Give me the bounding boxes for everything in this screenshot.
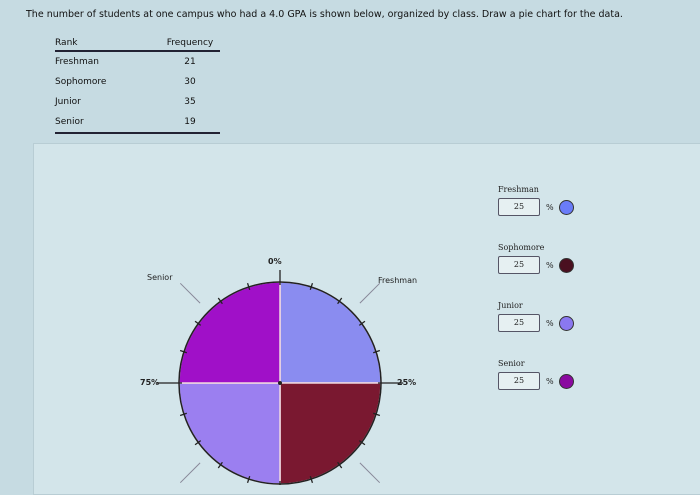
rank-cell: Senior [55,112,160,134]
color-picker-handle[interactable] [558,315,574,331]
pie-chart[interactable] [0,0,700,485]
legend-name: Senior [498,359,525,368]
legend-name: Sophomore [498,243,545,252]
percent-unit: % [546,318,554,328]
leader-line [359,282,381,304]
frequency-cell: 21 [184,57,196,67]
tick-mark [337,461,343,469]
tick-mark [179,412,187,417]
slice-label-senior: Senior [147,273,173,282]
frequency-table: Rank Frequency Freshman 21 Sophomore 30 Jun… [55,36,220,134]
tick-mark [194,440,202,446]
percent-unit: % [546,376,554,386]
percent-input[interactable]: 25 [498,372,540,390]
header-frequency: Frequency [160,36,220,52]
tick-mark [337,297,343,305]
table-row: Senior 19 [55,112,220,134]
tick-mark [217,297,223,305]
tick-mark [194,320,202,326]
percent-unit: % [546,260,554,270]
slice-label-freshman: Freshman [378,276,418,285]
table-row: Junior 35 [55,92,220,112]
tick-mark [358,440,366,446]
table-row: Sophomore 30 [55,72,220,92]
legend-item-freshman: Freshman 25% [498,185,574,216]
tick-mark [309,282,314,290]
label-0-percent: 0% [268,257,282,266]
center-handle[interactable] [278,381,282,385]
label-75-percent: 75% [140,378,160,387]
question-text: The number of students at one campus who… [26,9,623,20]
tick-mark [373,412,381,417]
legend-item-sophomore: Sophomore 25% [498,243,574,274]
tick-mark [309,476,314,484]
rank-cell: Freshman [55,57,99,67]
tick-mark [358,320,366,326]
legend-name: Freshman [498,185,539,194]
percent-input[interactable]: 25 [498,198,540,216]
tick-mark [373,349,381,354]
leader-line [359,462,381,484]
leader-line [179,282,201,304]
rank-cell: Junior [55,97,81,107]
tick-mark [246,476,251,484]
color-picker-handle[interactable] [558,199,574,215]
label-25-percent: 25% [397,378,417,387]
color-picker-handle[interactable] [558,257,574,273]
frequency-cell: 30 [184,77,196,87]
leader-line [179,462,201,484]
percent-unit: % [546,202,554,212]
legend-item-senior: Senior 25% [498,359,574,390]
rank-cell: Sophomore [55,77,107,87]
frequency-cell: 19 [160,112,220,134]
legend-item-junior: Junior 25% [498,301,574,332]
percent-input[interactable]: 25 [498,256,540,274]
tick-mark [217,461,223,469]
legend-name: Junior [498,301,523,310]
frequency-cell: 35 [184,97,196,107]
color-picker-handle[interactable] [558,373,574,389]
tick-mark [179,349,187,354]
tick-mark [246,282,251,290]
percent-input[interactable]: 25 [498,314,540,332]
header-rank: Rank [55,36,160,52]
table-row: Freshman 21 [55,51,220,72]
